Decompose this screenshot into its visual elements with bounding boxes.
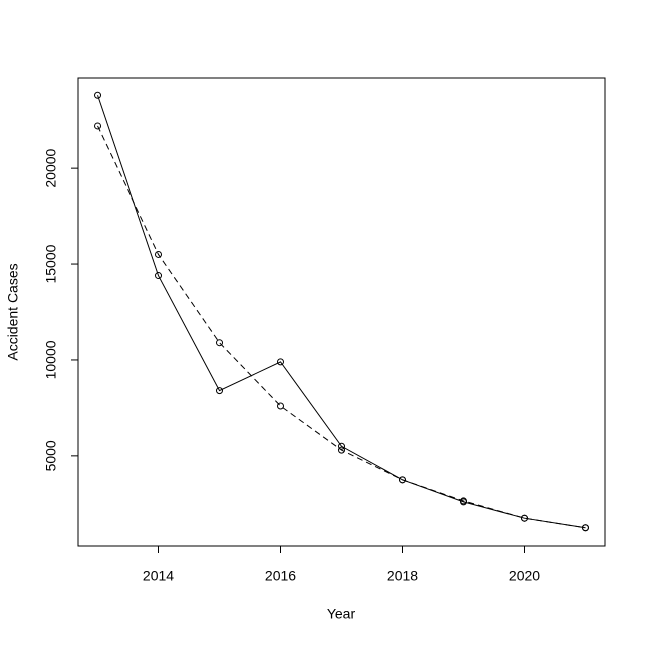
series-line [97, 125, 586, 529]
point [277, 358, 285, 366]
x-tick-label: 2016 [265, 568, 296, 584]
point [94, 122, 102, 130]
point [338, 446, 345, 454]
x-axis-title: Year [327, 606, 356, 622]
point [338, 442, 345, 450]
point [520, 514, 528, 522]
x-tick-label: 2014 [143, 568, 174, 584]
point [94, 91, 102, 99]
y-axis-title: Accident Cases [5, 263, 21, 360]
x-tick-label: 2020 [509, 568, 540, 584]
point [216, 339, 224, 347]
point [155, 250, 163, 258]
y-tick-label: 15000 [43, 244, 59, 283]
y-tick-label: 20000 [43, 148, 59, 187]
series-line [97, 95, 586, 529]
point [277, 402, 285, 410]
x-tick-label: 2018 [387, 568, 418, 584]
point [581, 524, 589, 532]
point [398, 476, 406, 484]
point [155, 272, 163, 280]
y-tick-label: 5000 [43, 440, 59, 471]
point [216, 387, 224, 395]
point [459, 497, 467, 505]
y-tick-label: 10000 [43, 340, 59, 379]
